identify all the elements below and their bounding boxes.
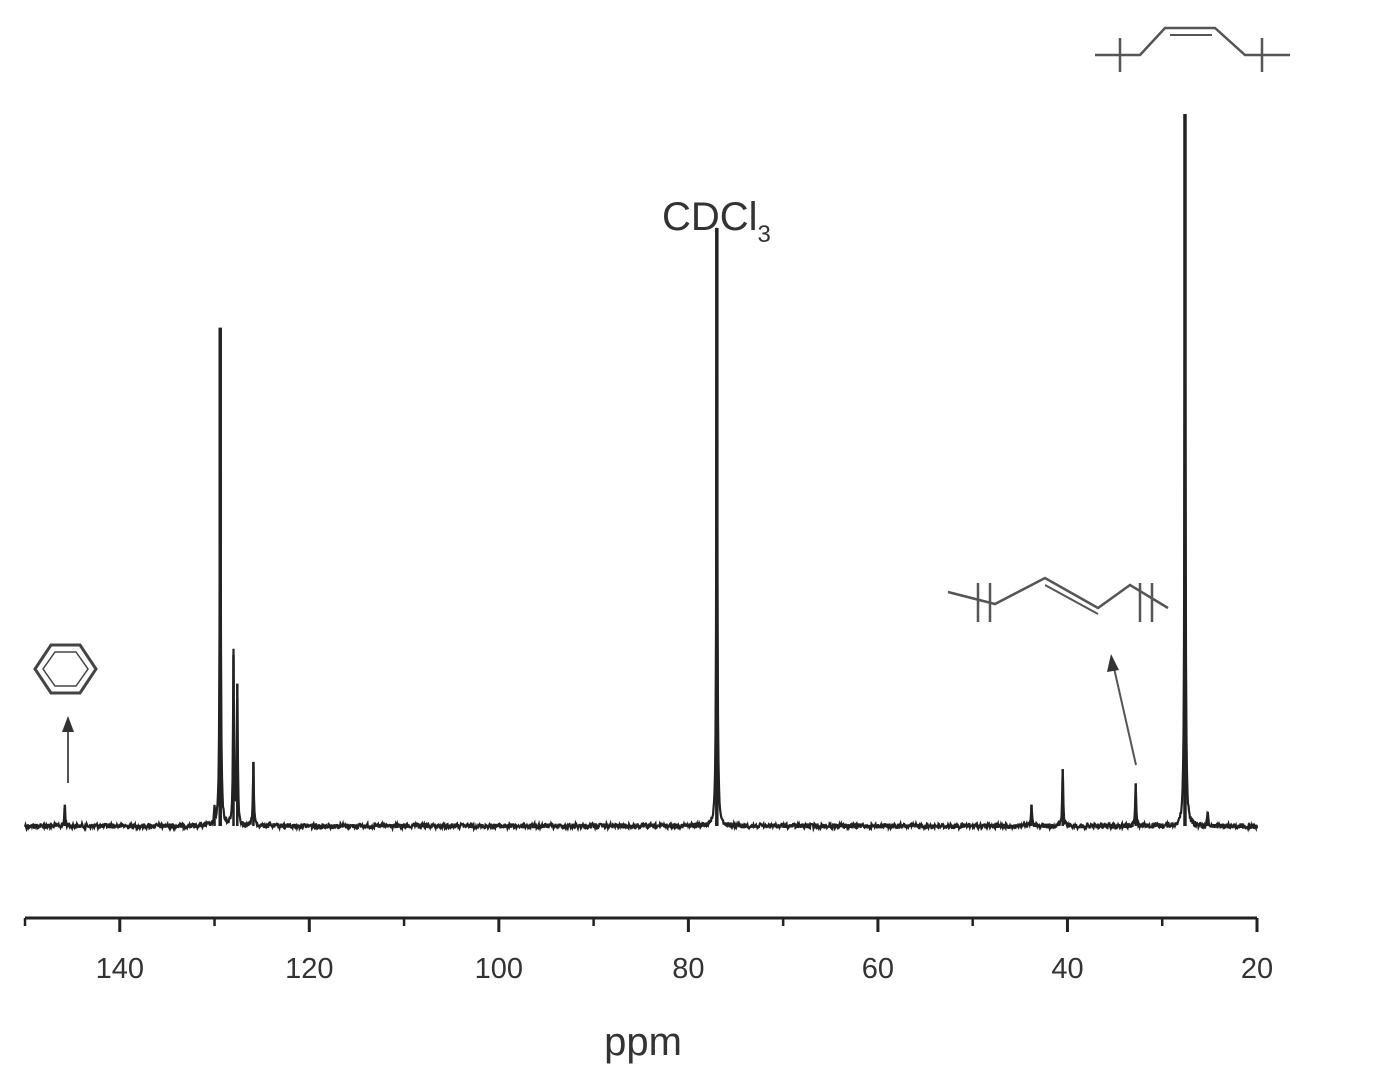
arrow-to-aromatic-peak	[62, 716, 74, 783]
solvent-label-subscript: 3	[758, 221, 771, 248]
x-axis-title: ppm	[604, 1020, 682, 1064]
x-tick-label: 80	[672, 953, 704, 985]
svg-text:CDCl3: CDCl3	[662, 195, 771, 248]
x-axis: 140 120 100 80 60 40 20	[23, 916, 1273, 985]
spectrum-layer	[23, 114, 1259, 833]
x-tick-label: 60	[862, 953, 894, 985]
x-tick-label: 100	[475, 953, 523, 985]
x-tick-label: 140	[96, 953, 144, 985]
arrow-to-chain-peak	[1107, 654, 1137, 766]
chain-structure-top	[1095, 26, 1290, 72]
x-tick-label: 40	[1051, 953, 1083, 985]
x-axis-ticks: 140 120 100 80 60 40 20	[23, 918, 1273, 985]
chain-structure-middle	[947, 576, 1169, 622]
x-tick-label: 20	[1241, 953, 1273, 985]
spectrum-trace	[23, 114, 1259, 833]
solvent-label: CDCl3	[662, 195, 771, 248]
solvent-label-base: CDCl	[662, 195, 758, 239]
x-tick-label: 120	[285, 953, 333, 985]
benzene-ring-structure	[33, 643, 98, 695]
